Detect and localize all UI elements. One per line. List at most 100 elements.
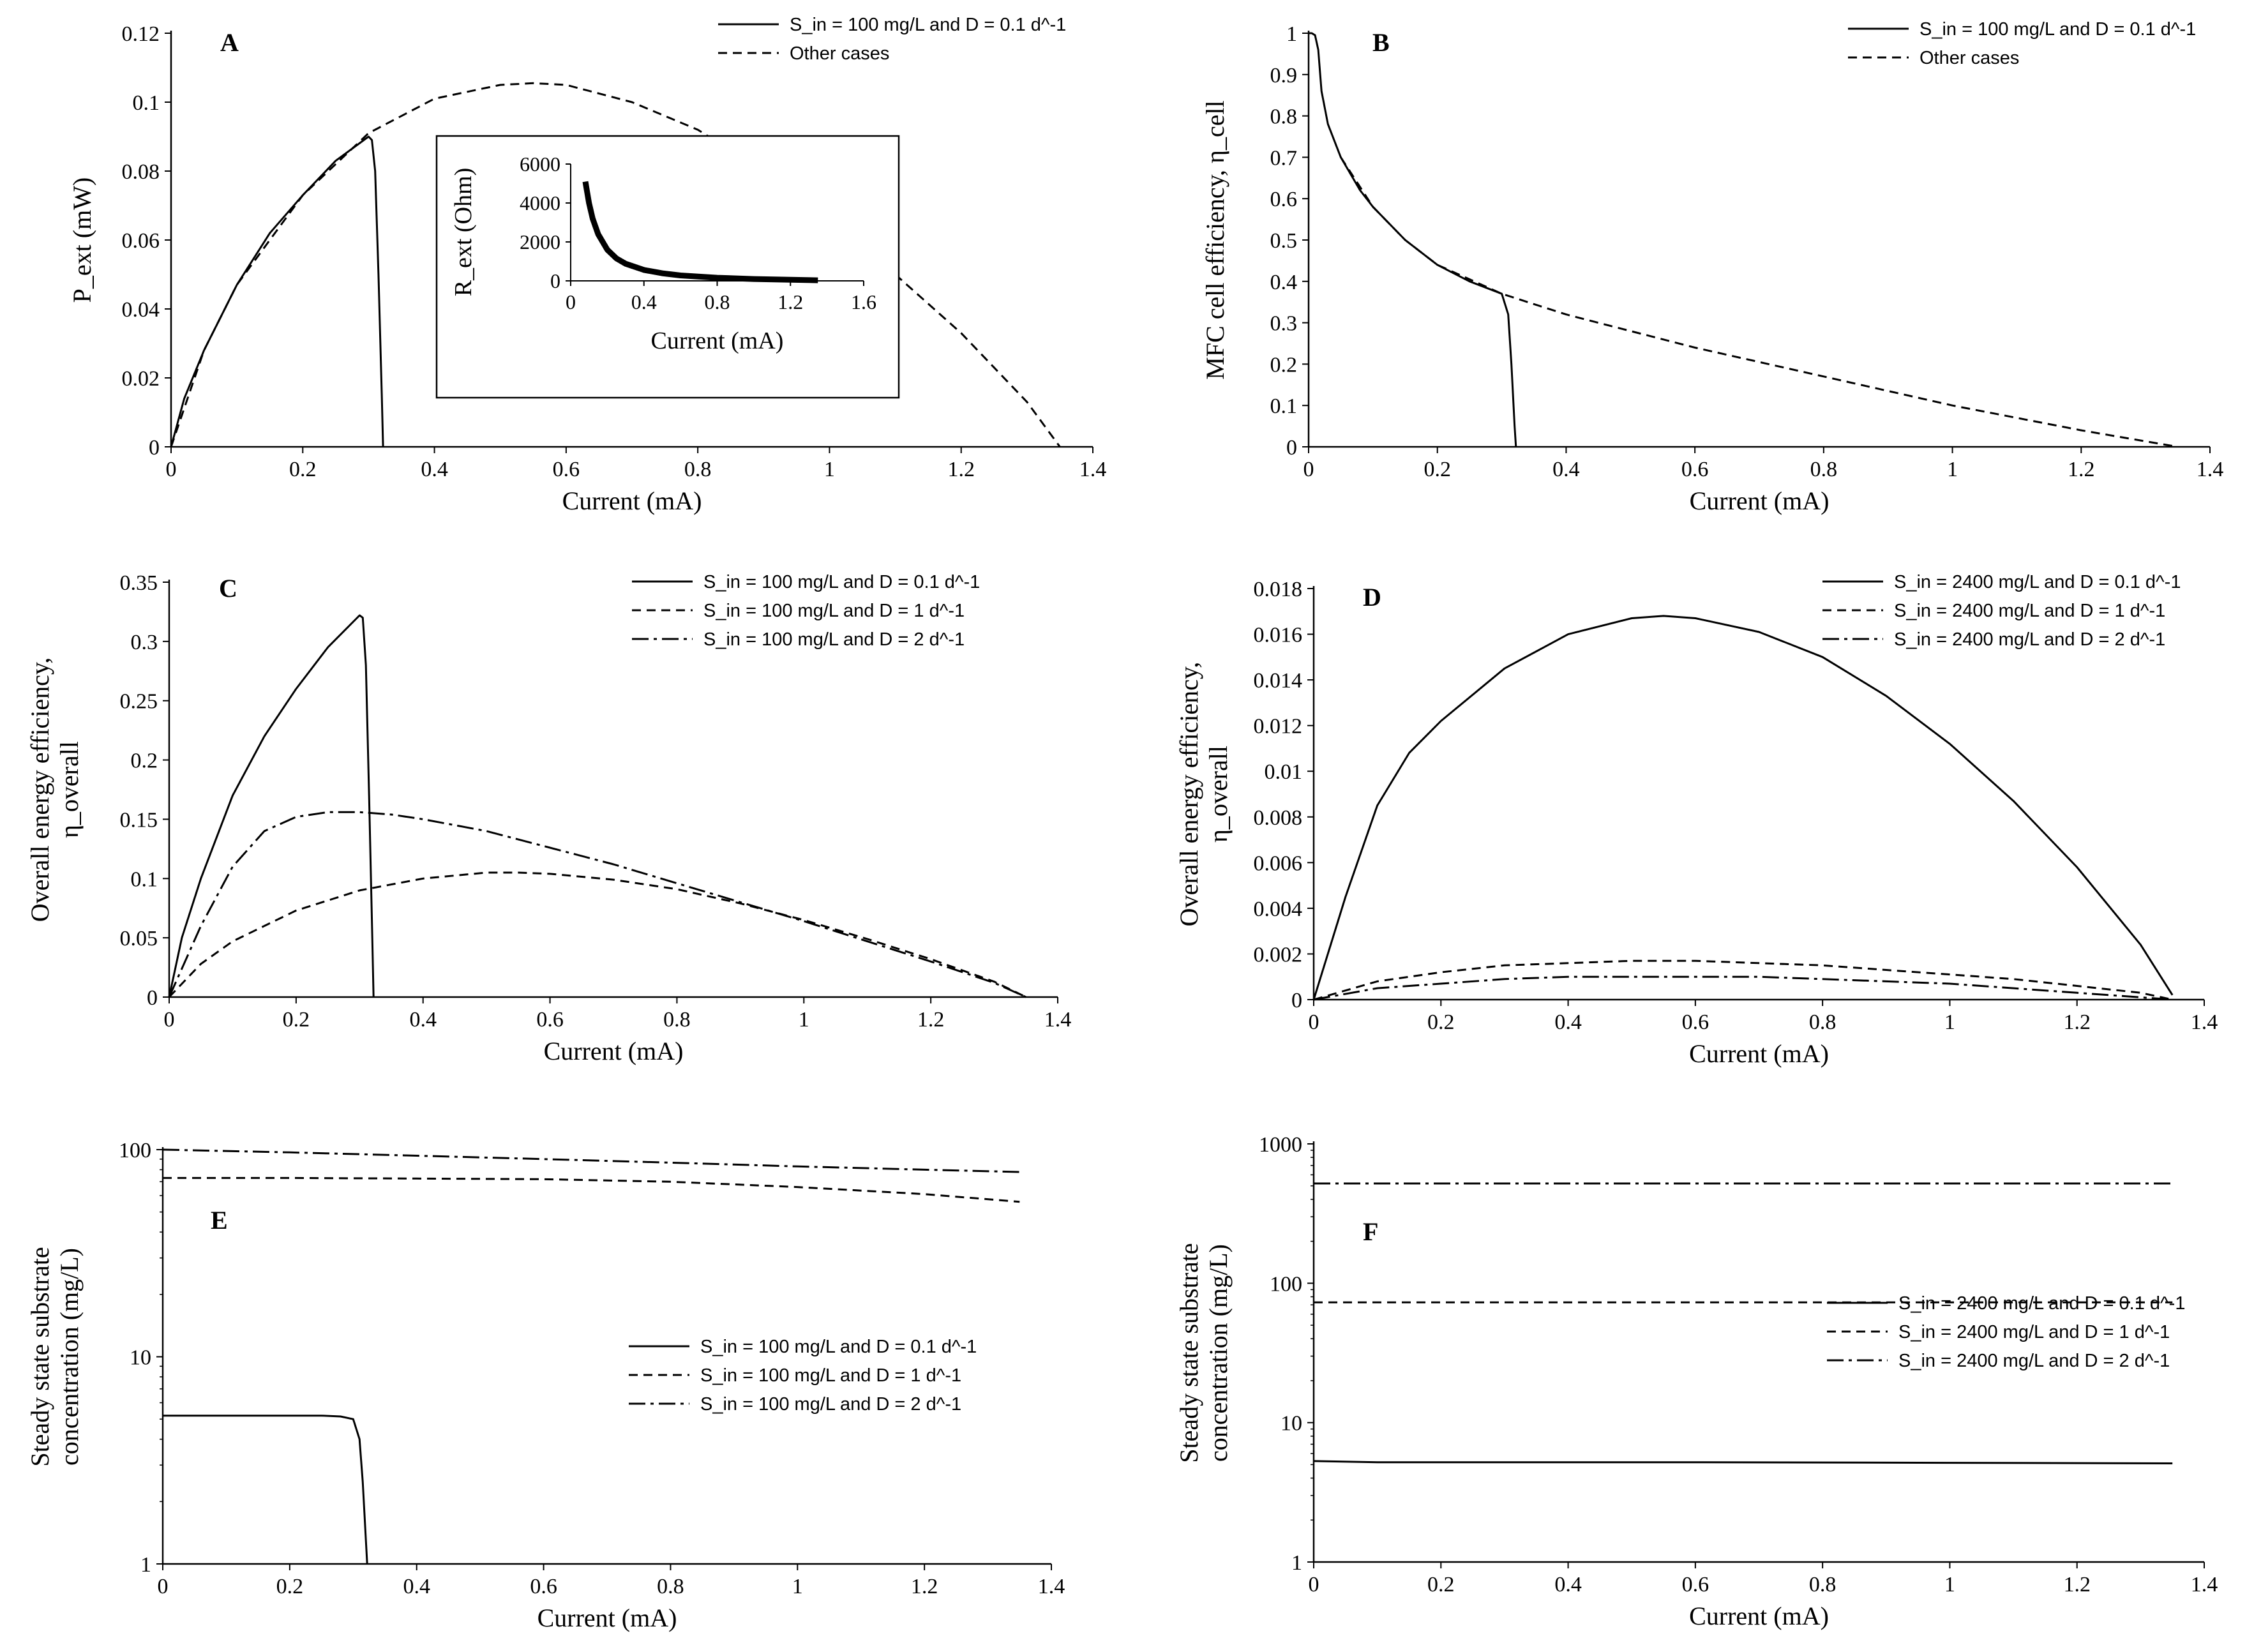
y-tick-label: 0.006 (1254, 852, 1303, 875)
x-tick-label: 0.8 (1809, 1573, 1837, 1596)
series-line-3 (168, 811, 1026, 998)
y-tick-label: 0.6 (1270, 188, 1298, 211)
x-tick-label: 0.6 (530, 1575, 557, 1598)
inset-x-axis-title: Current (mA) (651, 327, 784, 354)
inset-chart: 0 0.4 0.8 1.2 1.6 0 2000 4000 6000 Current (mA) R_… (435, 135, 900, 399)
x-tick-label: 0.4 (421, 458, 448, 481)
panel-letter: E (211, 1206, 228, 1235)
y-axis-title-line: Steady state substrate (26, 1247, 54, 1466)
y-tick-label: 0.018 (1254, 578, 1303, 601)
x-axis-title: Current (mA) (1689, 1039, 1829, 1068)
x-tick-label: 1.2 (2063, 1010, 2091, 1034)
inset-series-line (582, 181, 818, 283)
x-tick-label: 1 (1944, 1010, 1955, 1034)
series-line-2 (168, 871, 1026, 998)
series-line-2 (170, 82, 1061, 447)
x-tick-label: 0.4 (403, 1575, 430, 1598)
series-line-1 (168, 614, 375, 998)
panel-letter: D (1363, 583, 1381, 612)
y-tick-label: 0.008 (1254, 806, 1303, 830)
x-tick-label: 0 (1304, 458, 1314, 481)
x-tick-label: 1 (1944, 1573, 1955, 1596)
y-tick-label: 0.8 (1270, 105, 1298, 129)
inset-y-tick-label: 2000 (520, 230, 560, 253)
y-tick-label: 0.7 (1270, 146, 1298, 170)
series-line-2 (1313, 959, 2173, 1001)
panel-letter: B (1372, 28, 1390, 57)
legend: S_in = 2400 mg/L and D = 0.1 d^-1 S_in = … (1822, 572, 2181, 650)
legend-label: S_in = 100 mg/L and D = 0.1 d^-1 (703, 572, 980, 592)
legend: S_in = 100 mg/L and D = 0.1 d^-1 Other ca… (718, 15, 1066, 64)
series-line-3 (1313, 975, 2173, 1001)
y-tick-label: 0 (147, 986, 158, 1010)
x-tick-label: 1 (1947, 458, 1958, 481)
y-tick-label: 0.02 (122, 367, 160, 391)
y-axis-title-line: η_overall (1204, 746, 1233, 843)
y-tick-label: 0.06 (122, 229, 160, 253)
x-axis-title: Current (mA) (544, 1037, 684, 1065)
x-tick-label: 0.2 (1427, 1573, 1455, 1596)
y-tick-label: 100 (119, 1139, 151, 1162)
legend: S_in = 2400 mg/L and D = 0.1 d^-1 S_in = … (1827, 1293, 2185, 1371)
inset-frame (435, 135, 900, 399)
legend: S_in = 100 mg/L and D = 0.1 d^-1 S_in = 1… (632, 572, 980, 650)
y-tick-label: 1 (1286, 22, 1297, 46)
y-tick-label: 0.2 (131, 749, 158, 773)
x-tick-label: 0.6 (1682, 1573, 1709, 1596)
legend-label: S_in = 2400 mg/L and D = 0.1 d^-1 (1894, 572, 2181, 592)
x-tick-label: 0.8 (657, 1575, 684, 1598)
x-tick-label: 0.2 (1424, 458, 1451, 481)
y-tick-label: 0 (1291, 989, 1302, 1012)
x-tick-label: 0.2 (289, 458, 317, 481)
y-tick-label: 10 (1281, 1412, 1302, 1436)
y-tick-label: 0.05 (120, 927, 158, 950)
panel-d: 0 0.2 0.4 0.6 0.8 1 1.2 1.4 0 0.002 0.004 0.006 0.00… (1175, 572, 2218, 1068)
y-tick-label: 0.2 (1270, 353, 1298, 377)
inset-y-tick-label: 0 (550, 269, 560, 292)
y-tick-label: 1 (140, 1553, 151, 1577)
series-line-1 (170, 135, 384, 447)
x-tick-label: 0 (164, 1008, 175, 1032)
legend-label: S_in = 2400 mg/L and D = 0.1 d^-1 (1898, 1293, 2185, 1314)
y-tick-label: 1000 (1259, 1133, 1302, 1157)
x-tick-label: 0.6 (1682, 1010, 1709, 1034)
x-tick-label: 1.4 (2191, 1573, 2218, 1596)
panel-b: 0 0.2 0.4 0.6 0.8 1 1.2 1.4 0 0.1 0.2 0.3 0.4 0.5 0.6 0… (1201, 19, 2223, 515)
y-tick-label: 0.04 (122, 298, 160, 322)
x-tick-label: 1 (799, 1008, 809, 1032)
y-tick-label: 100 (1270, 1272, 1302, 1296)
x-tick-label: 0.8 (1810, 458, 1838, 481)
x-tick-label: 1.2 (911, 1575, 938, 1598)
y-tick-label: 10 (130, 1346, 151, 1370)
inset-x-tick-label: 0.4 (631, 290, 657, 313)
legend-label: S_in = 2400 mg/L and D = 2 d^-1 (1894, 629, 2165, 650)
y-tick-label: 0.15 (120, 808, 158, 832)
y-tick-label: 0.35 (120, 571, 158, 595)
inset-x-tick-label: 0.8 (705, 290, 730, 313)
y-tick-label: 0.1 (133, 91, 160, 115)
y-axis-title-line: concentration (mg/L) (55, 1248, 84, 1466)
y-tick-label: 0.016 (1254, 624, 1303, 647)
x-tick-label: 0.8 (684, 458, 712, 481)
panel-e: 0 0.2 0.4 0.6 0.8 1 1.2 1.4 1 10 100 Current (mA) St… (26, 1139, 1065, 1632)
y-axis-title: MFC cell efficiency, η_cell (1201, 100, 1229, 379)
x-tick-label: 0.2 (276, 1575, 304, 1598)
legend-label: S_in = 2400 mg/L and D = 1 d^-1 (1898, 1322, 2170, 1342)
series-line-1 (1309, 32, 1517, 447)
x-axis-title: Current (mA) (537, 1603, 677, 1632)
x-axis-title: Current (mA) (1689, 1602, 1829, 1630)
x-tick-label: 0.2 (283, 1008, 310, 1032)
y-axis-title: P_ext (mW) (68, 177, 96, 303)
y-tick-label: 1 (1291, 1551, 1302, 1575)
y-tick-label: 0.012 (1254, 715, 1303, 739)
legend-label: Other cases (1920, 48, 2019, 68)
x-tick-label: 0.6 (1681, 458, 1709, 481)
legend-label: S_in = 100 mg/L and D = 0.1 d^-1 (1920, 19, 2196, 40)
series-line-2 (1340, 156, 2178, 448)
x-tick-label: 1.4 (2191, 1010, 2218, 1034)
panel-c: 0 0.2 0.4 0.6 0.8 1 1.2 1.4 0 0.05 0.1 0.15 0.2 0.25 0… (26, 571, 1071, 1065)
x-tick-label: 0.8 (1809, 1010, 1837, 1034)
x-tick-label: 0.4 (1554, 1010, 1582, 1034)
legend-label: S_in = 100 mg/L and D = 0.1 d^-1 (790, 15, 1066, 35)
